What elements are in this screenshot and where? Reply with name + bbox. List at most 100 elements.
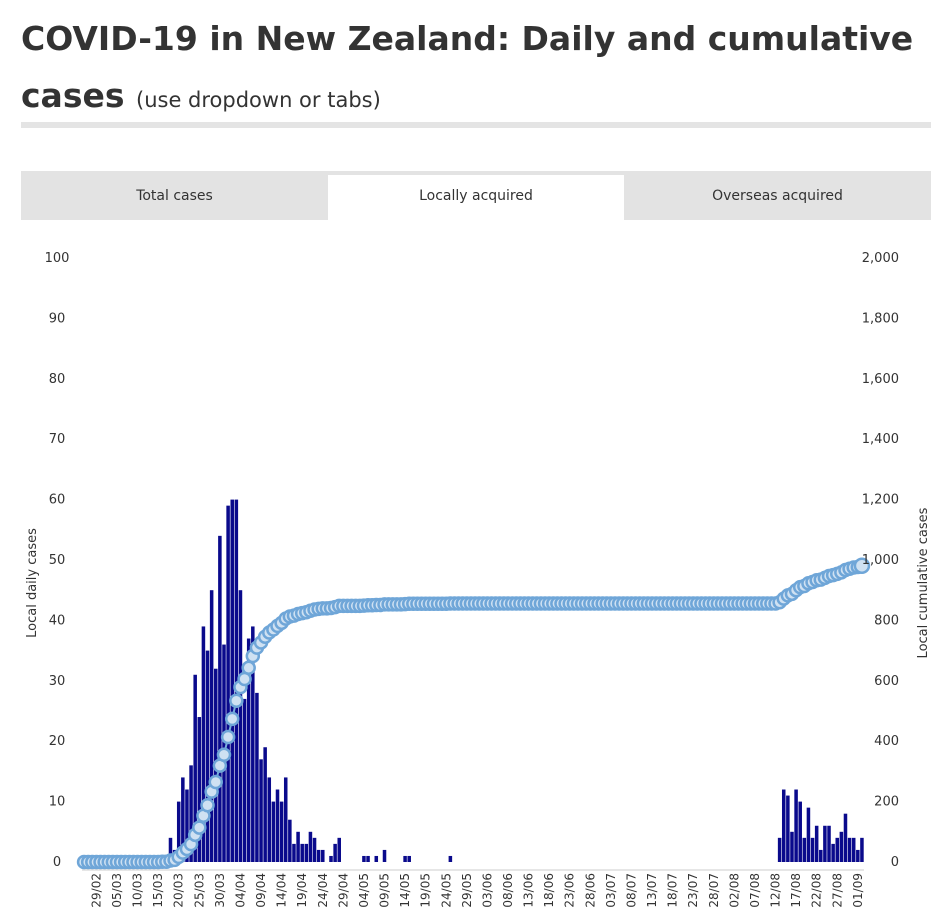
daily-bar [275, 789, 280, 862]
y-tick-left: 30 [49, 674, 66, 689]
y-tick-left: 20 [49, 734, 66, 749]
x-tick-label: 13/06 [522, 873, 536, 908]
daily-bar [242, 698, 247, 862]
y-tick-right: 1,400 [862, 432, 899, 447]
tab-bar: Total cases Locally acquired Overseas ac… [21, 171, 931, 220]
cumulative-point [229, 693, 244, 708]
y-tick-left: 50 [49, 553, 66, 568]
daily-bar [185, 789, 189, 862]
daily-bar [827, 825, 831, 862]
daily-bar [168, 837, 173, 862]
axes: 0 10 20 30 40 50 60 70 80 90 100 0 200 400 600 800 1,000… [45, 251, 899, 908]
y-axis-label-left: Local daily cases [25, 528, 40, 638]
x-tick-label: 12/08 [769, 873, 783, 908]
daily-bar [856, 849, 860, 862]
y-tick-right: 1,000 [862, 553, 899, 568]
daily-bar [802, 837, 807, 862]
cumulative-point [220, 729, 236, 745]
x-tick-label: 22/08 [810, 873, 824, 908]
daily-bar [403, 855, 407, 862]
x-tick-label: 18/06 [542, 873, 556, 908]
daily-bar [218, 535, 222, 862]
x-tick-label: 04/05 [357, 873, 371, 908]
x-tick-label: 19/05 [419, 873, 433, 908]
daily-bar [374, 855, 379, 862]
daily-bar [292, 843, 296, 862]
x-tick-label: 09/05 [378, 873, 392, 908]
daily-bar [251, 626, 255, 862]
x-tick-label: 28/07 [707, 873, 721, 908]
daily-bar [176, 801, 181, 862]
daily-bar [304, 843, 309, 862]
daily-bar [794, 789, 798, 862]
page-title-note: (use dropdown or tabs) [136, 88, 381, 112]
daily-bar [189, 765, 193, 862]
tab-locally-acquired[interactable]: Locally acquired [328, 175, 624, 220]
daily-bar [814, 825, 819, 862]
y-tick-left: 60 [49, 493, 66, 508]
cumulative-point [208, 774, 224, 790]
daily-bar [230, 499, 234, 862]
title-divider [21, 122, 931, 128]
daily-bar [407, 855, 411, 862]
y-tick-right: 200 [874, 795, 899, 810]
daily-bar [238, 590, 243, 862]
daily-bar [267, 777, 272, 862]
cumulative-point [200, 797, 215, 813]
x-tick-label: 18/07 [666, 873, 680, 908]
y-tick-left: 100 [45, 251, 70, 266]
daily-bar [362, 855, 366, 862]
daily-bar [839, 831, 844, 862]
x-tick-label: 05/03 [110, 873, 124, 908]
daily-bar [201, 626, 206, 862]
x-tick-label: 17/08 [789, 873, 803, 908]
x-tick-label: 30/03 [213, 873, 227, 908]
x-tick-label: 08/07 [624, 873, 638, 908]
cumulative-point [241, 660, 256, 676]
x-tick-label: 02/08 [727, 873, 741, 908]
x-tick-label: 07/08 [748, 873, 762, 908]
daily-bar [300, 843, 304, 862]
tab-overseas-acquired[interactable]: Overseas acquired [712, 188, 843, 204]
x-tick-label: 23/07 [686, 873, 700, 908]
x-tick-label: 14/04 [275, 873, 289, 908]
cumulative-point [224, 711, 240, 727]
cumulative-point [192, 820, 207, 835]
y-tick-left: 10 [49, 795, 66, 810]
x-tick-label: 29/02 [89, 873, 103, 908]
x-tick-label: 24/04 [316, 873, 330, 908]
x-tick-label: 04/04 [233, 873, 247, 908]
x-tick-label: 28/06 [583, 873, 597, 908]
x-tick-label: 23/06 [563, 873, 577, 908]
daily-bar [781, 789, 786, 862]
daily-bar [283, 777, 288, 862]
y-tick-right: 400 [874, 734, 899, 749]
x-tick-label: 25/03 [192, 873, 206, 908]
page-title-main: COVID-19 in New Zealand: Daily and cumul… [21, 19, 914, 115]
y-tick-left: 70 [49, 432, 66, 447]
daily-bar [308, 831, 313, 862]
y-tick-right: 2,000 [862, 251, 899, 266]
x-tick-label: 03/07 [604, 873, 618, 908]
daily-bar [259, 759, 263, 862]
daily-bar [366, 855, 370, 862]
y-tick-right: 0 [891, 855, 899, 870]
x-tick-label: 19/04 [295, 873, 309, 908]
x-tick-label: 24/05 [439, 873, 453, 908]
x-tick-label: 08/06 [501, 873, 515, 908]
y-tick-left: 0 [53, 855, 61, 870]
cumulative-point [853, 557, 871, 574]
cumulative-series [76, 557, 871, 870]
tab-total-cases[interactable]: Total cases [136, 188, 213, 204]
daily-bar [197, 717, 202, 862]
daily-bar [448, 855, 453, 862]
daily-bar [255, 692, 259, 862]
daily-bar [181, 777, 185, 862]
daily-bar [271, 801, 276, 862]
y-axis-label-right: Local cumulative cases [916, 507, 931, 658]
daily-bar [226, 505, 230, 862]
daily-bar [806, 807, 811, 862]
daily-bar [321, 849, 325, 862]
daily-bar [316, 849, 321, 862]
daily-bar [382, 849, 387, 862]
